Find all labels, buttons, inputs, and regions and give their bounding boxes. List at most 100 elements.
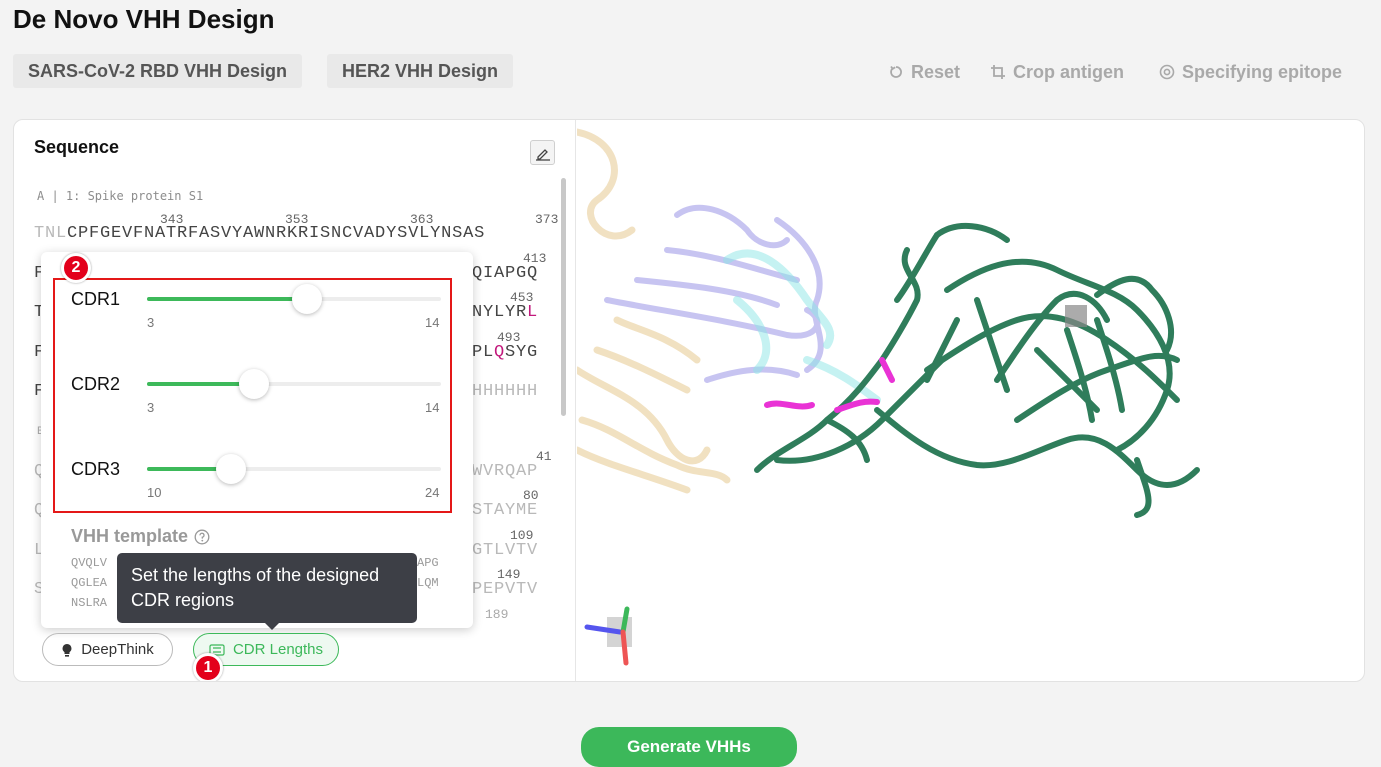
- sequence-segment: HHHHHH: [472, 382, 539, 401]
- sequence-segment: TNL: [34, 224, 68, 243]
- reset-button[interactable]: Reset: [888, 60, 960, 84]
- edit-sequence-button[interactable]: [530, 140, 555, 165]
- sequence-panel: Sequence A | 1: Spike protein S1 343 353…: [14, 120, 576, 681]
- vhh-green-domain: [754, 222, 1200, 518]
- vhh-template-line: LQM: [417, 576, 439, 590]
- sequence-segment: SYG: [505, 343, 539, 362]
- sequence-segment: PEPVTV: [472, 580, 539, 599]
- viewer-marker: [1065, 305, 1087, 327]
- protein-structure[interactable]: [573, 120, 1365, 682]
- residue-number: 149: [497, 567, 521, 582]
- design-card: Sequence A | 1: Spike protein S1 343 353…: [13, 119, 1365, 682]
- reset-icon: [890, 65, 902, 78]
- crop-antigen-button[interactable]: Crop antigen: [990, 60, 1124, 84]
- residue-number: 363: [410, 212, 434, 227]
- cdr3-max: 24: [425, 485, 440, 500]
- cdr3-slider-thumb[interactable]: [216, 454, 246, 484]
- cdr1-max: 14: [425, 315, 440, 330]
- antigen-tan-domain: [573, 128, 731, 494]
- cdr-highlight: [764, 357, 895, 413]
- structure-viewer[interactable]: [573, 120, 1365, 682]
- sequence-line: PLQSYG: [472, 343, 538, 362]
- axis-gizmo: [584, 606, 632, 666]
- antigen-cyan-domain: [723, 249, 881, 404]
- residue-number: 41: [536, 449, 552, 464]
- crop-antigen-label: Crop antigen: [1013, 62, 1124, 82]
- chain-b-label: B: [37, 426, 44, 438]
- sequence-scrollbar[interactable]: [561, 178, 566, 416]
- antigen-purple-domain: [604, 204, 824, 383]
- residue-number: 343: [160, 212, 184, 227]
- deepthink-label: DeepThink: [81, 641, 154, 658]
- cdr2-max: 14: [425, 400, 440, 415]
- generate-vhhs-button[interactable]: Generate VHHs: [581, 727, 797, 767]
- cdr1-slider[interactable]: [147, 284, 441, 314]
- sequence-line[interactable]: TNLCPFGEVFNATRFASVYAWNRKRISNCVADYSVLYNSA…: [34, 224, 485, 243]
- edit-icon: [535, 148, 550, 161]
- vhh-template-line: NSLRA: [71, 596, 108, 610]
- annotation-badge-1: 1: [193, 653, 223, 681]
- cdr2-slider-thumb[interactable]: [238, 369, 269, 399]
- cdr1-slider-fill: [147, 297, 308, 301]
- deepthink-button[interactable]: DeepThink: [42, 633, 173, 666]
- sequence-segment: L: [34, 541, 46, 560]
- vhh-template-line: QGLEA: [71, 576, 108, 590]
- residue-number: 80: [523, 488, 539, 503]
- help-icon[interactable]: [194, 529, 210, 545]
- cdr3-slider[interactable]: [147, 454, 441, 484]
- highlighted-residue[interactable]: L: [527, 303, 539, 322]
- cdr2-min: 3: [147, 400, 155, 415]
- vhh-template-label: VHH template: [71, 526, 189, 546]
- chain-label: A | 1: Spike protein S1: [37, 189, 204, 203]
- cdr-icon: [209, 643, 225, 656]
- residue-number: 189: [485, 607, 509, 622]
- highlighted-residue[interactable]: Q: [494, 343, 506, 362]
- sequence-line: F: [34, 264, 46, 283]
- sequence-line: F: [34, 343, 46, 362]
- specifying-epitope-label: Specifying epitope: [1182, 62, 1343, 82]
- vhh-template-line: QVQLV: [71, 556, 108, 570]
- sequence-line: NYLYRL: [472, 303, 538, 322]
- sequence-title: Sequence: [34, 137, 120, 157]
- sequence-segment: GTLVTV: [472, 541, 539, 560]
- vhh-template-line: APG: [417, 556, 439, 570]
- residue-number: 493: [497, 330, 521, 345]
- preset-sars-cov-2-button[interactable]: SARS-CoV-2 RBD VHH Design: [13, 54, 303, 88]
- bulb-icon: [62, 643, 72, 657]
- cdr-lengths-label: CDR Lengths: [232, 641, 324, 658]
- cdr2-slider-fill: [147, 382, 254, 386]
- sequence-segment: PL: [472, 343, 495, 362]
- sequence-segment: Q: [34, 462, 46, 481]
- sequence-segment: CPFGEVFNATRFASVYAWNRKRISNCVADYSVLYNSAS: [67, 224, 486, 243]
- tooltip-arrow: [264, 622, 280, 630]
- annotation-box: [53, 278, 452, 513]
- crop-icon: [991, 65, 1005, 79]
- cdr-lengths-tooltip: Set the lengths of the designed CDR regi…: [117, 553, 417, 623]
- cdr2-label: CDR2: [71, 374, 121, 394]
- cdr1-label: CDR1: [71, 289, 121, 309]
- residue-number: 453: [510, 290, 534, 305]
- page-title: De Novo VHH Design: [13, 4, 275, 34]
- at-sign-icon: [1159, 64, 1175, 80]
- residue-number: 373: [535, 212, 559, 227]
- cdr-lengths-popup: CDR1 3 14 CDR2 3 14 CDR3 10 24 VHH tem: [41, 252, 473, 628]
- residue-number: 413: [523, 251, 547, 266]
- specifying-epitope-button[interactable]: Specifying epitope: [1159, 60, 1342, 84]
- vhh-template-title: VHH template: [71, 526, 210, 547]
- cdr1-slider-thumb[interactable]: [292, 284, 323, 314]
- residue-number: 353: [285, 212, 309, 227]
- cdr3-slider-fill: [147, 467, 231, 471]
- sequence-line: F: [34, 382, 46, 401]
- cdr2-slider[interactable]: [147, 369, 441, 399]
- sequence-segment: STAYME: [472, 501, 539, 520]
- sequence-segment: Q: [34, 501, 46, 520]
- residue-number: 109: [510, 528, 534, 543]
- sequence-line: QIAPGQ: [472, 264, 539, 283]
- sequence-segment: WVRQAP: [472, 462, 539, 481]
- cdr3-label: CDR3: [71, 459, 121, 479]
- sequence-segment: S: [34, 580, 46, 599]
- reset-label: Reset: [911, 62, 961, 82]
- cdr1-min: 3: [147, 315, 155, 330]
- sequence-segment: NYLYR: [472, 303, 528, 322]
- preset-her2-button[interactable]: HER2 VHH Design: [327, 54, 514, 88]
